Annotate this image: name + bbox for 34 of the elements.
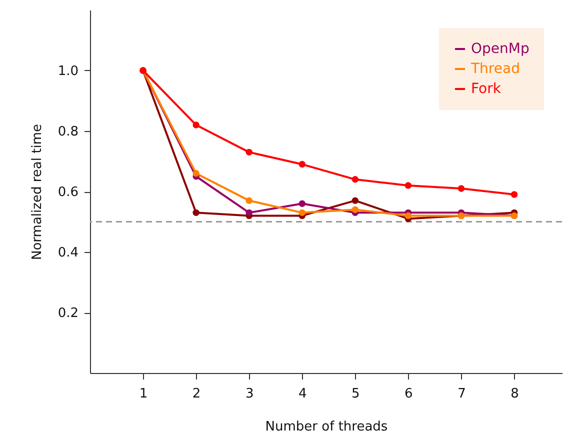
x-tick-label: 1 bbox=[139, 386, 148, 402]
legend-label: Fork bbox=[471, 81, 502, 97]
x-tick-label: 6 bbox=[404, 386, 413, 402]
x-tick-label: 7 bbox=[458, 386, 466, 402]
y-axis-title: Normalized real time bbox=[30, 124, 45, 260]
point bbox=[246, 148, 252, 156]
point bbox=[246, 209, 252, 216]
x-axis-title: Number of threads bbox=[265, 420, 388, 433]
point bbox=[298, 200, 306, 207]
x-tick-label: 4 bbox=[298, 386, 307, 402]
point bbox=[298, 209, 306, 216]
y-tick-label: 0.2 bbox=[58, 306, 78, 321]
point bbox=[192, 122, 200, 128]
point bbox=[458, 185, 465, 192]
legend-label: OpenMp bbox=[471, 41, 530, 57]
y-tick-label: 0.6 bbox=[58, 185, 78, 200]
x-tick-label: 3 bbox=[245, 386, 254, 402]
point bbox=[352, 197, 359, 204]
point bbox=[192, 209, 200, 216]
y-tick-label: 0.8 bbox=[58, 124, 78, 140]
point bbox=[510, 191, 518, 198]
x-tick-label: 5 bbox=[352, 386, 360, 402]
y-tick-label: 1.0 bbox=[58, 64, 78, 79]
x-tick-label: 2 bbox=[192, 386, 201, 402]
point bbox=[352, 206, 359, 213]
point bbox=[404, 182, 412, 189]
point bbox=[352, 176, 359, 183]
point bbox=[404, 212, 412, 220]
point bbox=[192, 170, 200, 177]
legend-label: Thread bbox=[470, 61, 520, 77]
point bbox=[246, 197, 252, 204]
y-tick-label: 0.4 bbox=[58, 246, 78, 260]
point bbox=[298, 160, 306, 168]
x-tick-label: 8 bbox=[510, 386, 519, 402]
